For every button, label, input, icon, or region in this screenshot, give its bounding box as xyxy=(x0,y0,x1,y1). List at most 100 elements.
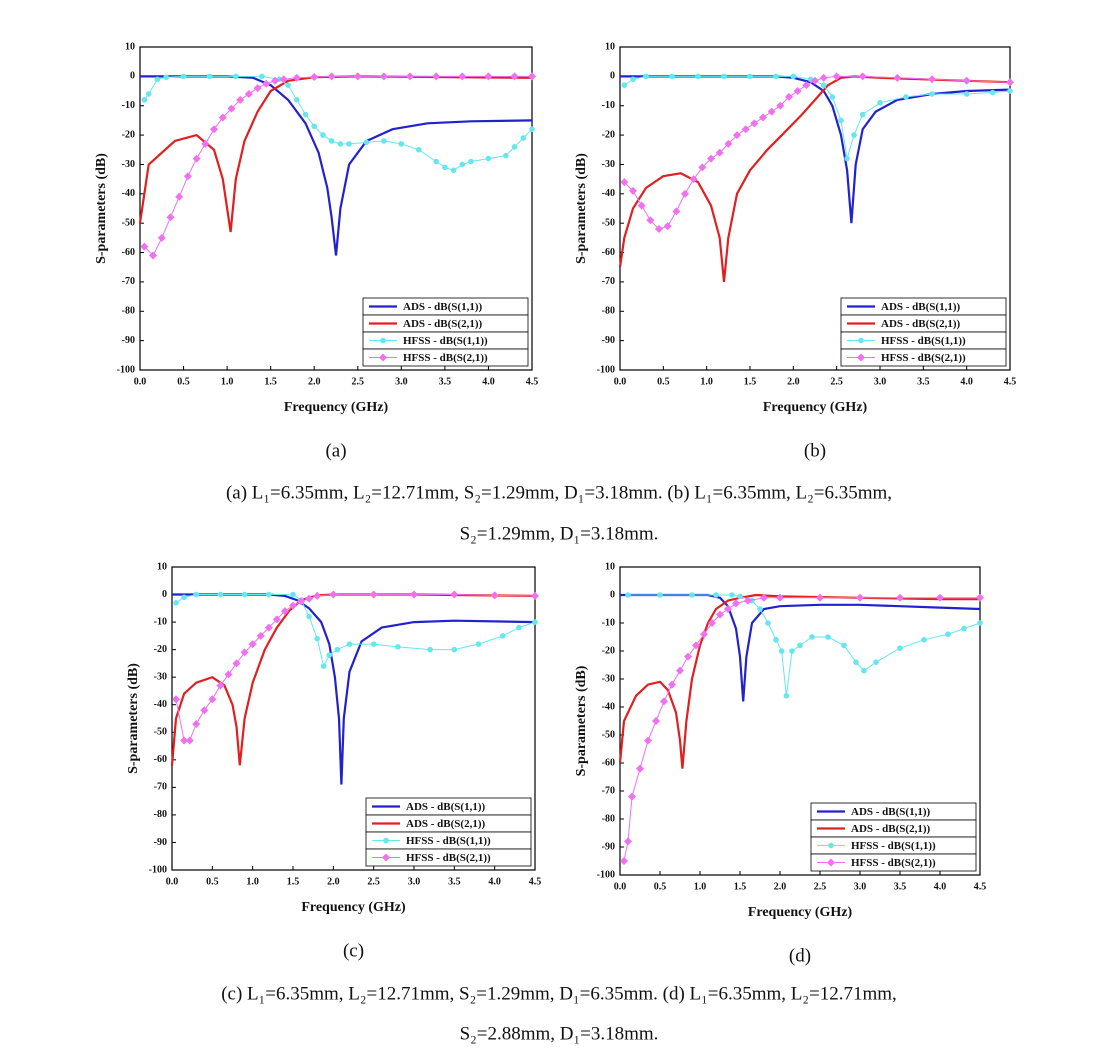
series-line xyxy=(623,75,1011,230)
y-axis-label: S-parameters (dB) xyxy=(126,663,141,774)
marker xyxy=(657,592,663,598)
marker xyxy=(861,667,867,674)
marker xyxy=(520,135,527,141)
marker xyxy=(432,72,441,81)
y-tick-label: -10 xyxy=(602,100,615,111)
y-tick-label: 0 xyxy=(130,71,135,82)
marker xyxy=(628,792,636,801)
marker xyxy=(789,648,795,654)
marker xyxy=(858,72,867,81)
x-tick-label: 3.0 xyxy=(395,376,408,387)
marker xyxy=(778,648,785,654)
marker xyxy=(240,648,249,657)
marker xyxy=(141,97,148,103)
x-tick-label: 0.0 xyxy=(134,376,147,387)
marker xyxy=(218,113,227,122)
marker xyxy=(346,641,353,647)
legend-label: ADS - dB(S(1,1)) xyxy=(881,301,960,313)
y-axis-label: S-parameters (dB) xyxy=(574,153,589,264)
marker xyxy=(750,119,759,128)
marker xyxy=(945,631,951,637)
marker xyxy=(382,853,390,862)
marker xyxy=(154,76,161,83)
marker xyxy=(877,99,883,106)
marker xyxy=(510,72,519,81)
marker xyxy=(306,613,312,620)
marker xyxy=(928,75,936,84)
y-tick-label: -60 xyxy=(122,247,135,258)
y-tick-label: -40 xyxy=(602,701,615,712)
x-tick-label: 2.5 xyxy=(830,376,843,387)
marker xyxy=(809,634,815,640)
marker xyxy=(490,591,499,600)
legend-label: HFSS - dB(S(2,1)) xyxy=(406,852,491,864)
marker xyxy=(410,590,418,599)
marker xyxy=(450,167,457,174)
y-tick-label: -30 xyxy=(602,673,615,684)
marker xyxy=(149,251,158,260)
marker xyxy=(672,207,681,216)
marker xyxy=(208,695,217,704)
y-tick-label: 10 xyxy=(605,561,615,572)
marker xyxy=(663,222,672,231)
marker xyxy=(689,175,698,184)
x-tick-label: 2.0 xyxy=(774,881,787,892)
legend-label: ADS - dB(S(2,1)) xyxy=(881,318,960,330)
y-tick-label: -100 xyxy=(597,869,615,880)
marker xyxy=(655,225,663,234)
marker xyxy=(929,91,935,97)
marker xyxy=(320,132,326,138)
marker xyxy=(484,72,493,81)
marker xyxy=(285,82,291,88)
legend-box xyxy=(362,348,529,367)
marker xyxy=(172,695,181,704)
x-tick-label: 0.5 xyxy=(657,376,670,387)
marker xyxy=(737,593,743,600)
marker xyxy=(698,163,707,172)
marker xyxy=(744,596,752,605)
marker xyxy=(893,73,902,82)
series-line xyxy=(175,594,536,741)
x-tick-label: 4.5 xyxy=(1004,376,1017,387)
series-line xyxy=(143,75,533,171)
legend-label: ADS - dB(S(1,1)) xyxy=(406,801,485,813)
x-tick-label: 1.0 xyxy=(694,881,707,892)
marker xyxy=(272,615,281,624)
y-tick-label: -60 xyxy=(602,247,615,258)
marker xyxy=(819,73,828,82)
marker xyxy=(311,123,318,130)
marker xyxy=(201,139,210,148)
marker xyxy=(713,592,719,598)
series-line xyxy=(618,593,980,769)
marker xyxy=(741,125,750,134)
y-tick-label: -60 xyxy=(602,757,615,768)
marker xyxy=(793,87,802,96)
marker xyxy=(700,630,708,639)
marker xyxy=(192,154,201,163)
y-tick-label: -50 xyxy=(602,729,615,740)
series-line xyxy=(623,597,980,862)
marker xyxy=(802,81,811,90)
marker xyxy=(776,101,785,110)
marker xyxy=(337,141,344,147)
marker xyxy=(977,620,983,626)
legend-label: HFSS - dB(S(2,1)) xyxy=(851,857,936,869)
y-tick-label: -50 xyxy=(602,217,615,228)
marker xyxy=(244,89,253,98)
marker xyxy=(305,594,314,603)
y-axis-label: S-parameters (dB) xyxy=(94,153,109,264)
x-tick-label: 3.0 xyxy=(408,876,421,887)
y-tick-label: -80 xyxy=(154,809,167,820)
marker xyxy=(724,605,732,613)
y-tick-label: -30 xyxy=(602,159,615,170)
marker xyxy=(181,594,187,601)
marker xyxy=(856,593,864,602)
marker xyxy=(646,216,655,225)
y-tick-label: -70 xyxy=(122,276,135,287)
y-tick-label: 10 xyxy=(125,41,135,52)
marker xyxy=(715,148,724,157)
marker xyxy=(253,84,262,93)
x-axis-label: Frequency (GHz) xyxy=(301,900,406,915)
marker xyxy=(827,858,835,867)
y-tick-label: -20 xyxy=(602,129,615,140)
